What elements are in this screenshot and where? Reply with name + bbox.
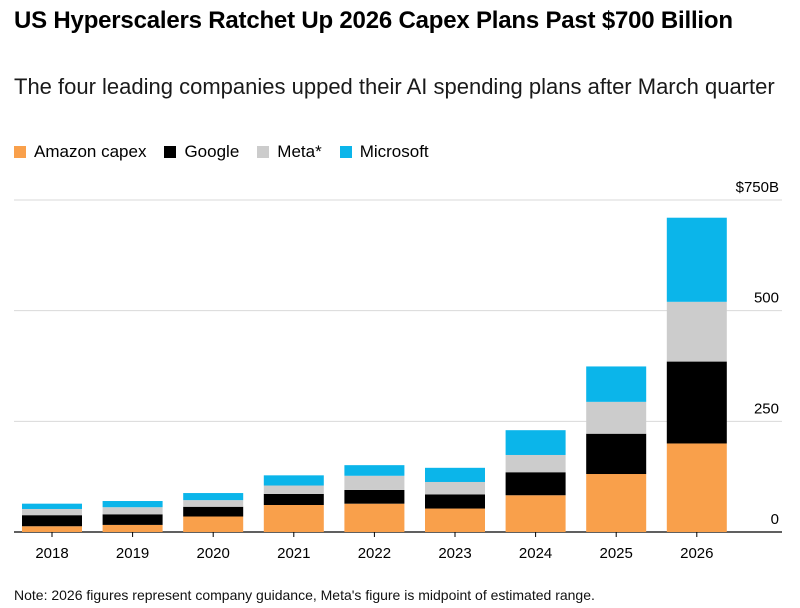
y-tick-label: 500: [754, 290, 779, 307]
bar-2026-google: [666, 361, 727, 444]
bar-2021-amazon-capex: [263, 504, 324, 532]
bar-2020-google: [183, 506, 244, 517]
bar-2026-meta: [666, 301, 727, 362]
bar-2026-microsoft: [666, 217, 727, 302]
y-axis-ticks: 0 250 500 $750B: [736, 179, 779, 528]
y-tick-label: $750B: [736, 179, 779, 196]
bar-2021-meta: [263, 485, 324, 494]
x-tick-label: 2026: [680, 545, 713, 562]
bar-2026-amazon-capex: [666, 443, 727, 532]
legend-item-microsoft: Microsoft: [339, 142, 429, 162]
legend-swatch-meta: [257, 146, 270, 158]
bar-2019-meta: [102, 507, 163, 515]
bar-2022-microsoft: [344, 465, 405, 476]
chart-note: Note: 2026 figures represent company gui…: [14, 587, 595, 603]
bar-2025-microsoft: [586, 366, 647, 402]
y-tick-label: 250: [754, 400, 779, 417]
bar-2019-amazon-capex: [102, 524, 163, 532]
bar-2023-amazon-capex: [425, 508, 485, 532]
bar-2024-meta: [505, 454, 566, 473]
bar-2021-microsoft: [263, 475, 324, 486]
x-tick-label: 2018: [35, 545, 68, 562]
legend-swatch-google: [164, 146, 177, 158]
bar-2019-google: [102, 514, 163, 525]
bar-2020-microsoft: [183, 493, 244, 501]
legend-item-amazon: Amazon capex: [14, 142, 146, 162]
legend: Amazon capex Google Meta* Microsoft: [14, 142, 447, 162]
legend-label-meta: Meta*: [277, 142, 322, 161]
legend-item-meta: Meta*: [257, 142, 322, 162]
x-tick-label: 2022: [358, 545, 391, 562]
bar-2023-microsoft: [425, 467, 485, 482]
legend-swatch-amazon: [14, 146, 26, 158]
x-tick-label: 2020: [197, 545, 230, 562]
bar-2025-google: [586, 433, 647, 475]
bar-2022-amazon-capex: [344, 503, 405, 532]
bar-2022-google: [344, 489, 405, 504]
bar-2018-google: [22, 515, 82, 527]
bar-2021-google: [263, 493, 324, 505]
chart-title: US Hyperscalers Ratchet Up 2026 Capex Pl…: [14, 7, 733, 34]
bar-2023-google: [425, 494, 485, 509]
bar-2018-meta: [22, 508, 82, 516]
bar-2018-microsoft: [22, 503, 82, 509]
x-tick-label: 2024: [519, 545, 552, 562]
bar-2025-amazon-capex: [586, 474, 647, 532]
x-tick-label: 2021: [277, 545, 310, 562]
bar-2023-meta: [425, 481, 485, 495]
bar-2020-amazon-capex: [183, 516, 244, 532]
bar-2022-meta: [344, 475, 405, 490]
bar-2024-amazon-capex: [505, 495, 566, 532]
bar-2025-meta: [586, 401, 647, 434]
legend-label-google: Google: [184, 142, 240, 161]
chart-subtitle: The four leading companies upped their A…: [14, 74, 775, 99]
bar-2024-google: [505, 472, 566, 496]
bar-2019-microsoft: [102, 501, 163, 508]
legend-item-google: Google: [164, 142, 239, 162]
bar-2020-meta: [183, 500, 244, 507]
x-axis-ticks: 2018 2019 2020 2021 2022 2023 2024 2025 2026: [35, 532, 713, 562]
x-tick-label: 2023: [438, 545, 471, 562]
legend-label-microsoft: Microsoft: [359, 142, 429, 161]
legend-swatch-microsoft: [339, 146, 352, 158]
legend-label-amazon: Amazon capex: [34, 142, 147, 161]
bar-2024-microsoft: [505, 430, 566, 455]
bar-2018-amazon-capex: [22, 526, 82, 532]
y-tick-label: 0: [771, 511, 779, 528]
x-tick-label: 2025: [600, 545, 633, 562]
x-tick-label: 2019: [116, 545, 149, 562]
bars: [22, 217, 727, 532]
